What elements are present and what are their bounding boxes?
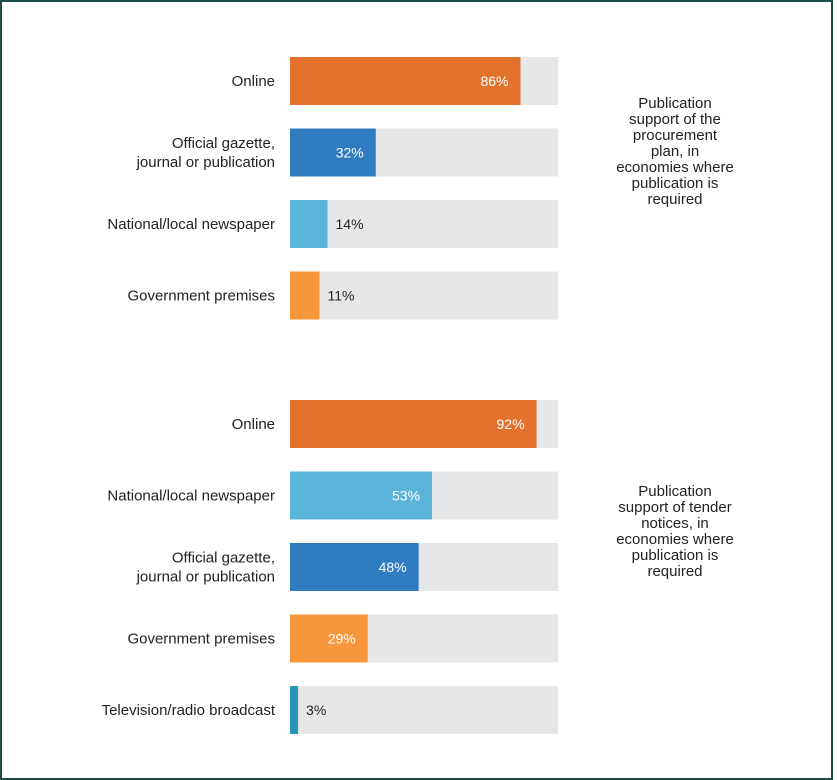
bar <box>290 200 328 248</box>
panel-caption: Publication support of the procurement plan… <box>616 95 734 208</box>
value-label: 92% <box>497 416 525 432</box>
value-label: 11% <box>327 288 354 304</box>
category-label: Official gazette, journal or publication <box>136 550 275 586</box>
value-label: 32% <box>336 145 364 161</box>
bar <box>290 128 376 177</box>
bar <box>290 614 368 663</box>
value-label: 48% <box>379 559 407 575</box>
bar-track <box>290 200 558 248</box>
category-label: National/local newspaper <box>107 488 275 505</box>
category-label: Online <box>232 416 275 433</box>
category-label: Official gazette, journal or publication <box>136 135 275 171</box>
bar <box>290 57 521 105</box>
value-label: 14% <box>336 216 364 232</box>
bar-track <box>290 271 558 320</box>
category-label: Online <box>232 73 275 90</box>
category-label: Government premises <box>127 288 275 305</box>
procurement-plan-panel: Online 86% Official gazette, journal or pub… <box>107 57 734 320</box>
value-label: 29% <box>328 631 356 647</box>
panel-caption: Publication support of tender notices, in e… <box>616 483 734 580</box>
value-label: 53% <box>392 488 420 504</box>
bar <box>290 686 299 734</box>
category-label: Government premises <box>127 631 275 648</box>
publication-support-chart: Online 86% Official gazette, journal or pub… <box>102 57 734 734</box>
category-label: Television/radio broadcast <box>102 702 276 719</box>
category-label: National/local newspaper <box>107 216 275 233</box>
bar <box>290 400 537 448</box>
value-label: 3% <box>306 702 326 718</box>
bar <box>290 471 433 520</box>
value-label: 86% <box>480 73 508 89</box>
tender-notices-panel: Online 92% National/local newspaper 53% Offi… <box>102 400 734 734</box>
bar-track <box>290 686 558 734</box>
bar <box>290 543 419 591</box>
bar <box>290 271 320 320</box>
